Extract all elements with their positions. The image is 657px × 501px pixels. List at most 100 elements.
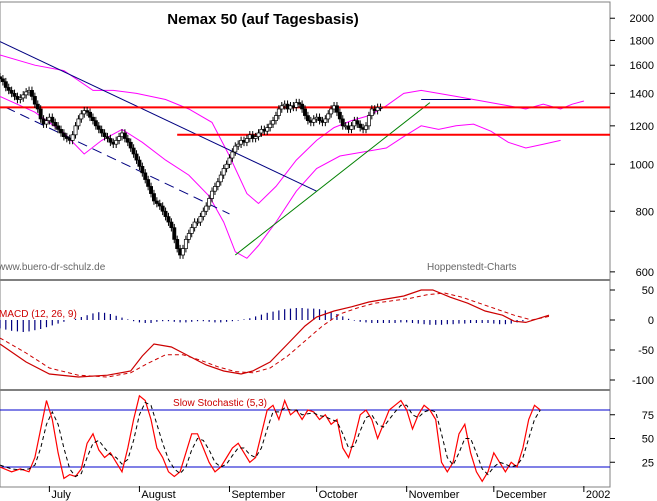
panel-frames	[0, 1, 611, 488]
candle-body	[157, 203, 162, 207]
candle-body	[329, 108, 334, 115]
candle-body	[300, 103, 305, 110]
candle-body	[378, 107, 383, 109]
candle-body	[108, 138, 113, 143]
x-tick-label: December	[496, 489, 547, 501]
candle-body	[294, 102, 299, 108]
trend-line	[0, 41, 317, 192]
x-tick-label: July	[51, 489, 71, 501]
macd-line	[0, 289, 550, 378]
candle-body	[73, 125, 78, 136]
watermark-left: www.buero-dr-schulz.de	[0, 262, 106, 273]
price-y-tick-label: 1400	[630, 88, 654, 100]
candle-body	[340, 118, 345, 127]
candle-body	[79, 113, 84, 120]
price-y-tick-label: 1600	[630, 60, 654, 72]
price-y-tick-label: 2000	[630, 13, 654, 25]
price-y-tick-label: 1200	[630, 121, 654, 133]
candle-body	[93, 120, 98, 127]
stochastic-y-tick-label: 25	[642, 457, 654, 469]
candle-body	[102, 132, 107, 137]
candle-body	[61, 132, 66, 137]
candle-body	[18, 97, 23, 100]
candle-body	[35, 103, 40, 110]
price-y-tick-label: 1000	[630, 159, 654, 171]
x-tick-label: November	[409, 489, 460, 501]
candle-body	[137, 159, 142, 167]
candle-body	[268, 123, 273, 128]
candle-body	[253, 136, 258, 139]
candle-body	[12, 93, 17, 97]
candle-body	[215, 181, 220, 187]
candle-body	[143, 172, 148, 180]
candle-body	[195, 221, 200, 224]
candle-body	[99, 129, 104, 134]
candle-body	[198, 216, 203, 223]
stochastic-k-line	[0, 394, 541, 483]
candle-body	[207, 198, 212, 207]
candle-body	[125, 138, 130, 143]
candle-body	[355, 120, 360, 125]
candle-body	[279, 105, 284, 110]
candle-body	[44, 120, 49, 125]
macd-y-tick-label: -100	[632, 375, 654, 387]
candle-body	[96, 125, 101, 130]
candle-body	[271, 120, 275, 125]
axes: 600 800 1000 1200 1400 1600 1800 2000 50 0 -50 -100…	[48, 13, 654, 501]
candle-body	[213, 186, 217, 192]
candle-body	[297, 102, 302, 105]
price-y-tick-label: 1800	[630, 35, 654, 47]
candle-body	[311, 118, 316, 123]
candle-body	[369, 108, 374, 116]
candle-body	[186, 233, 191, 240]
candle-body	[303, 108, 307, 116]
x-tick-label: August	[141, 489, 175, 501]
price-y-tick-label: 800	[636, 206, 654, 218]
stochastic-y-tick-label: 50	[642, 434, 654, 446]
candle-body	[140, 166, 145, 174]
candle-body	[91, 116, 95, 121]
candle-body	[131, 147, 136, 155]
candle-body	[30, 90, 34, 97]
stochastic-y-tick-label: 75	[642, 410, 654, 422]
candle-body	[56, 125, 61, 130]
candle-body	[183, 239, 188, 249]
candle-body	[323, 118, 328, 123]
bollinger-lower-line	[0, 95, 561, 259]
candle-body	[32, 96, 37, 105]
stochastic-panel	[0, 394, 610, 483]
candle-body	[105, 136, 110, 139]
candle-body	[59, 129, 63, 134]
candle-body	[244, 138, 249, 143]
x-tick-label: October	[319, 489, 358, 501]
candle-body	[117, 136, 122, 141]
chart-title: Nemax 50 (auf Tagesbasis)	[167, 11, 358, 28]
candle-body	[122, 132, 127, 139]
x-tick-label: September	[231, 489, 285, 501]
candle-body	[172, 227, 177, 240]
candle-body	[175, 239, 180, 249]
candle-body	[24, 91, 29, 96]
candle-body	[204, 205, 209, 212]
candle-body	[326, 113, 331, 120]
candle-body	[236, 143, 241, 147]
candle-body	[169, 221, 174, 229]
candle-body	[3, 81, 8, 88]
chart-frame	[0, 1, 611, 488]
candle-body	[337, 111, 342, 120]
candle-body	[21, 94, 26, 99]
candle-body	[305, 115, 310, 121]
candle-body	[265, 127, 270, 132]
stochastic-d-line	[0, 401, 541, 478]
candle-body	[335, 105, 339, 113]
trend-line	[5, 106, 230, 215]
candle-body	[192, 221, 197, 229]
candle-body	[349, 125, 354, 130]
candle-body	[233, 145, 238, 153]
macd-y-tick-label: 50	[642, 285, 654, 297]
candle-body	[375, 107, 380, 111]
candle-body	[274, 115, 278, 121]
candle-body	[53, 122, 58, 127]
candle-body	[114, 140, 119, 145]
